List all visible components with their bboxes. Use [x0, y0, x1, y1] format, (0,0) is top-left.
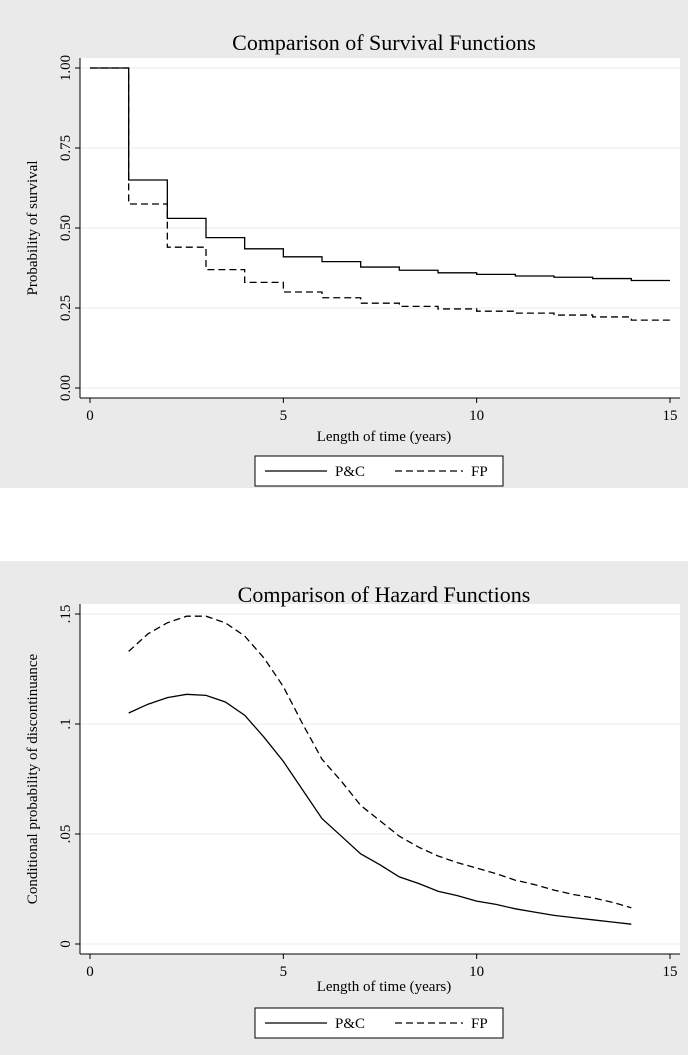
series-line-pc: [90, 67, 670, 282]
y-axis-label: Conditional probability of discontinuanc…: [25, 653, 41, 904]
legend-label-fp: FP: [471, 1016, 488, 1032]
hazard-chart-panel: 0 .05 .1 .15 0 5 10 15 Comparison of Hazard Func…: [0, 561, 688, 1055]
x-tick-label: 15: [663, 964, 678, 980]
series-line-pc: [128, 693, 632, 925]
y-axis-label: Probability of survival: [25, 161, 41, 296]
x-axis-label: Length of time (years): [317, 429, 452, 445]
y-tick-label: 1.00: [58, 55, 74, 81]
x-axis-label: Length of time (years): [317, 979, 452, 995]
x-tick-label: 0: [86, 964, 94, 980]
series-line-fp: [90, 67, 670, 321]
x-tick-label: 15: [663, 408, 678, 424]
y-tick-label: 0.50: [58, 215, 74, 241]
x-tick-label: 0: [86, 408, 94, 424]
y-tick-label: 0.25: [58, 295, 74, 321]
chart-title: Comparison of Hazard Functions: [238, 582, 531, 607]
plot-area: [80, 604, 680, 954]
x-tick-label: 10: [469, 964, 484, 980]
x-tick-label: 5: [280, 408, 288, 424]
y-tick-label: 0.00: [58, 375, 74, 401]
y-tick-label: 0.75: [58, 135, 74, 161]
y-tick-label: .1: [58, 718, 74, 729]
chart-title: Comparison of Survival Functions: [232, 30, 536, 55]
survival-chart-panel: 0.00 0.25 0.50 0.75 1.00 0 5 10 15 Comparison of …: [0, 0, 688, 488]
y-tick-label: .15: [58, 605, 74, 624]
series-line-fp: [128, 615, 632, 909]
legend-label-fp: FP: [471, 464, 488, 480]
x-tick-label: 10: [469, 408, 484, 424]
legend-label-pc: P&C: [335, 1016, 365, 1032]
hazard-chart: 0 .05 .1 .15 0 5 10 15 Comparison of Hazard Func…: [25, 582, 680, 1039]
legend-label-pc: P&C: [335, 464, 365, 480]
x-tick-label: 5: [280, 964, 288, 980]
survival-chart: 0.00 0.25 0.50 0.75 1.00 0 5 10 15 Comparison of …: [25, 30, 680, 487]
y-tick-label: 0: [58, 940, 74, 948]
y-tick-label: .05: [58, 825, 74, 844]
